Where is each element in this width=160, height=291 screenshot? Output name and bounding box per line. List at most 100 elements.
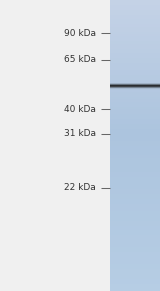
Bar: [110, 136, 160, 138]
Bar: [110, 111, 160, 114]
Bar: [110, 133, 160, 136]
Bar: [110, 218, 160, 221]
Bar: [110, 51, 160, 53]
Bar: [110, 7, 160, 10]
Bar: [110, 267, 160, 269]
Bar: [110, 264, 160, 267]
Bar: [110, 228, 160, 230]
Bar: [110, 49, 160, 51]
Bar: [110, 70, 160, 73]
Bar: [110, 126, 160, 129]
Bar: [110, 216, 160, 218]
Bar: [110, 262, 160, 264]
Bar: [110, 160, 160, 162]
Bar: [110, 158, 160, 160]
Bar: [110, 131, 160, 133]
Bar: [110, 257, 160, 260]
Bar: [110, 199, 160, 201]
Bar: [110, 284, 160, 286]
Bar: [110, 24, 160, 27]
Bar: [110, 279, 160, 281]
Bar: [110, 180, 160, 182]
Bar: [110, 281, 160, 284]
Bar: [110, 172, 160, 175]
Bar: [110, 86, 131, 87]
Bar: [110, 87, 160, 90]
Bar: [110, 129, 160, 131]
Bar: [110, 175, 160, 177]
Bar: [110, 201, 160, 204]
Bar: [110, 46, 160, 49]
Bar: [110, 22, 160, 24]
Bar: [110, 44, 160, 46]
Bar: [110, 36, 160, 39]
Bar: [110, 138, 160, 141]
Bar: [110, 206, 160, 209]
Bar: [110, 65, 160, 68]
Bar: [110, 150, 160, 153]
Bar: [110, 85, 160, 87]
Bar: [110, 102, 160, 104]
Bar: [110, 255, 160, 257]
Bar: [110, 61, 160, 63]
Bar: [110, 170, 160, 172]
Bar: [110, 80, 160, 82]
Bar: [110, 10, 160, 12]
Bar: [110, 73, 160, 75]
Bar: [110, 90, 160, 92]
Bar: [110, 286, 160, 289]
Bar: [110, 167, 160, 170]
Bar: [110, 226, 160, 228]
Bar: [110, 19, 160, 22]
Bar: [110, 68, 160, 70]
Bar: [110, 95, 160, 97]
Text: 90 kDa: 90 kDa: [64, 29, 96, 38]
Bar: [110, 187, 160, 189]
Bar: [110, 97, 160, 100]
Bar: [110, 191, 160, 194]
Bar: [110, 141, 160, 143]
Bar: [110, 114, 160, 116]
Bar: [110, 155, 160, 158]
Bar: [110, 2, 160, 5]
Bar: [110, 233, 160, 235]
Bar: [110, 289, 160, 291]
Bar: [110, 63, 160, 65]
Bar: [110, 165, 160, 167]
Bar: [110, 27, 160, 29]
Bar: [110, 260, 160, 262]
Bar: [110, 92, 160, 95]
Bar: [110, 146, 160, 148]
Bar: [110, 148, 160, 150]
Bar: [110, 247, 160, 250]
Bar: [110, 223, 160, 226]
Bar: [110, 211, 160, 213]
Bar: [110, 162, 160, 165]
Bar: [110, 82, 160, 85]
Bar: [110, 274, 160, 276]
Bar: [110, 153, 160, 155]
Bar: [110, 107, 160, 109]
Bar: [110, 238, 160, 240]
Bar: [110, 221, 160, 223]
Bar: [110, 53, 160, 56]
Bar: [110, 143, 160, 146]
Bar: [110, 245, 160, 247]
Bar: [110, 189, 160, 191]
Bar: [110, 116, 160, 119]
Bar: [110, 242, 160, 245]
Bar: [110, 17, 160, 19]
Bar: [110, 109, 160, 111]
Bar: [110, 119, 160, 121]
Bar: [110, 184, 160, 187]
Bar: [110, 124, 160, 126]
Bar: [110, 235, 160, 238]
Text: 65 kDa: 65 kDa: [64, 55, 96, 64]
Bar: [110, 204, 160, 206]
Bar: [110, 56, 160, 58]
Bar: [110, 252, 160, 255]
Bar: [110, 209, 160, 211]
Bar: [110, 41, 160, 44]
Bar: [110, 276, 160, 279]
Bar: [110, 15, 160, 17]
